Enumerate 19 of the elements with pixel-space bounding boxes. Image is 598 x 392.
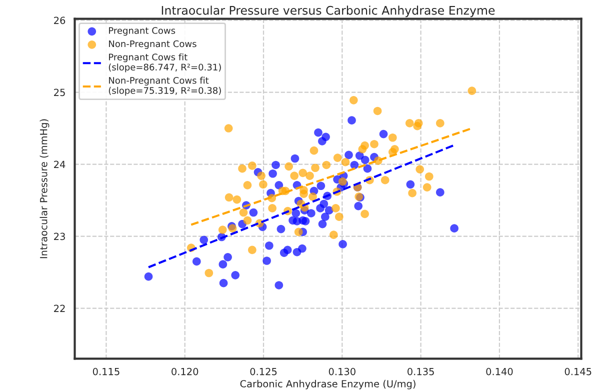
y-tick-label: 24 [54, 160, 66, 168]
legend-label: Non-Pregnant Cows [109, 40, 196, 49]
x-tick-label: 0.120 [172, 368, 198, 376]
legend-label: Pregnant Cows fit (slope=86.747, R²=0.31) [108, 53, 221, 72]
y-tick-label: 22 [54, 304, 65, 312]
legend-label: Pregnant Cows [109, 27, 176, 36]
y-tick-label: 23 [54, 232, 65, 240]
x-tick-label: 0.145 [564, 368, 592, 376]
y-axis-title: Intraocular Pressure (mmHg) [40, 119, 50, 258]
x-tick-label: 0.140 [486, 368, 513, 376]
legend-label: Non-Pregnant Cows fit (slope=75.319, R²=0.38) [108, 76, 221, 96]
x-axis-title: Carbonic Anhydrase Enzyme (U/mg) [240, 380, 416, 390]
y-tick-label: 26 [54, 16, 66, 24]
chart-title: Intraocular Pressure versus Carbonic Anhydrase Enzyme [162, 6, 495, 18]
x-tick-label: 0.135 [408, 368, 434, 376]
x-tick-label: 0.115 [92, 368, 120, 376]
y-tick-label: 25 [54, 88, 65, 96]
x-tick-label: 0.130 [328, 368, 356, 376]
x-tick-label: 0.125 [250, 368, 277, 376]
